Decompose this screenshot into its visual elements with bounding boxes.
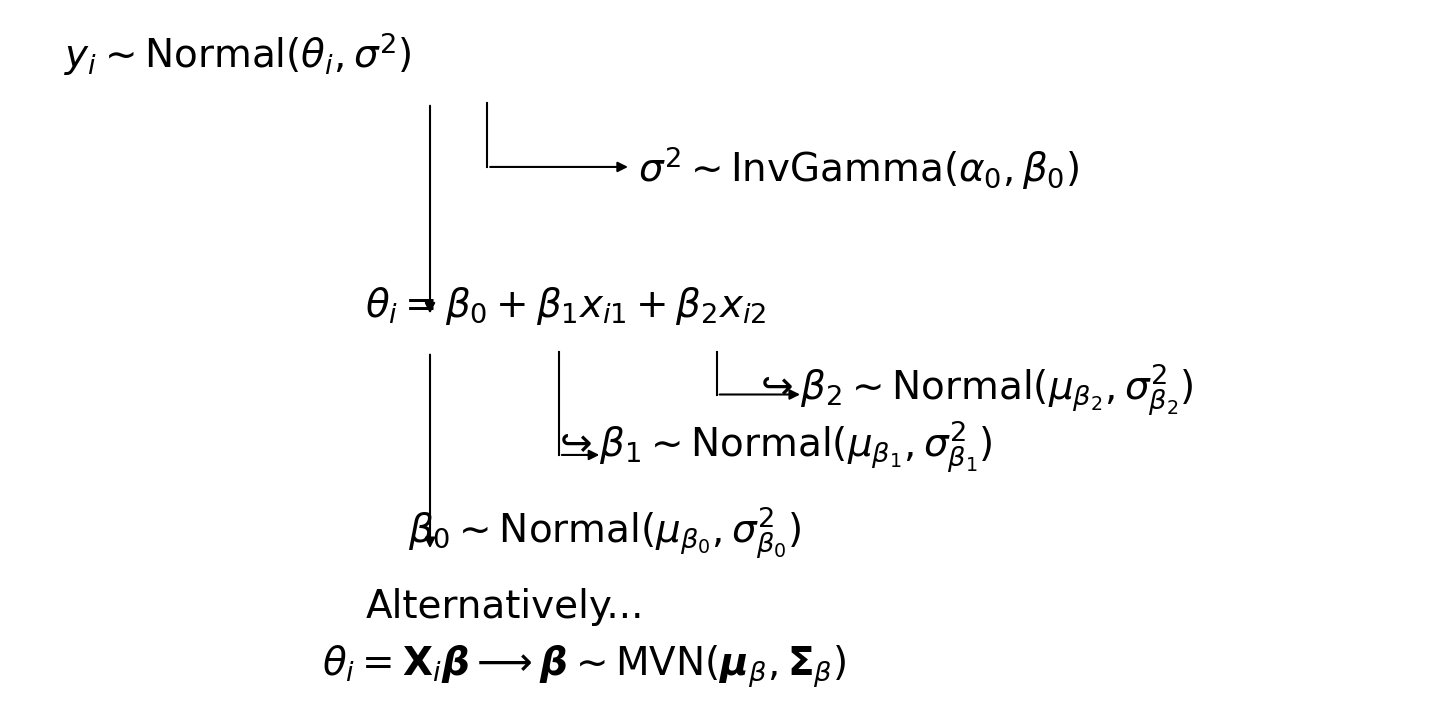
Text: $y_i \sim \mathrm{Normal}(\theta_i, \sigma^2)$: $y_i \sim \mathrm{Normal}(\theta_i, \sig… bbox=[64, 30, 413, 78]
Text: $\hookrightarrow \beta_2 \sim \mathrm{Normal}(\mu_{\beta_2}, \sigma_{\beta_2}^2): $\hookrightarrow \beta_2 \sim \mathrm{No… bbox=[753, 362, 1193, 419]
Text: Alternatively...: Alternatively... bbox=[365, 587, 644, 626]
Text: $\beta_0 \sim \mathrm{Normal}(\mu_{\beta_0}, \sigma_{\beta_0}^2)$: $\beta_0 \sim \mathrm{Normal}(\mu_{\beta… bbox=[408, 505, 802, 562]
Text: $\sigma^2 \sim \mathrm{InvGamma}(\alpha_0, \beta_0)$: $\sigma^2 \sim \mathrm{InvGamma}(\alpha_… bbox=[639, 144, 1079, 192]
Text: $\hookrightarrow \beta_1 \sim \mathrm{Normal}(\mu_{\beta_1}, \sigma_{\beta_1}^2): $\hookrightarrow \beta_1 \sim \mathrm{No… bbox=[552, 419, 993, 476]
Text: $\theta_i = \mathbf{X}_i\boldsymbol{\beta} \longrightarrow \boldsymbol{\beta} \s: $\theta_i = \mathbf{X}_i\boldsymbol{\bet… bbox=[323, 643, 847, 689]
Text: $\theta_i = \beta_0 + \beta_1 x_{i1} + \beta_2 x_{i2}$: $\theta_i = \beta_0 + \beta_1 x_{i1} + \… bbox=[365, 285, 766, 327]
